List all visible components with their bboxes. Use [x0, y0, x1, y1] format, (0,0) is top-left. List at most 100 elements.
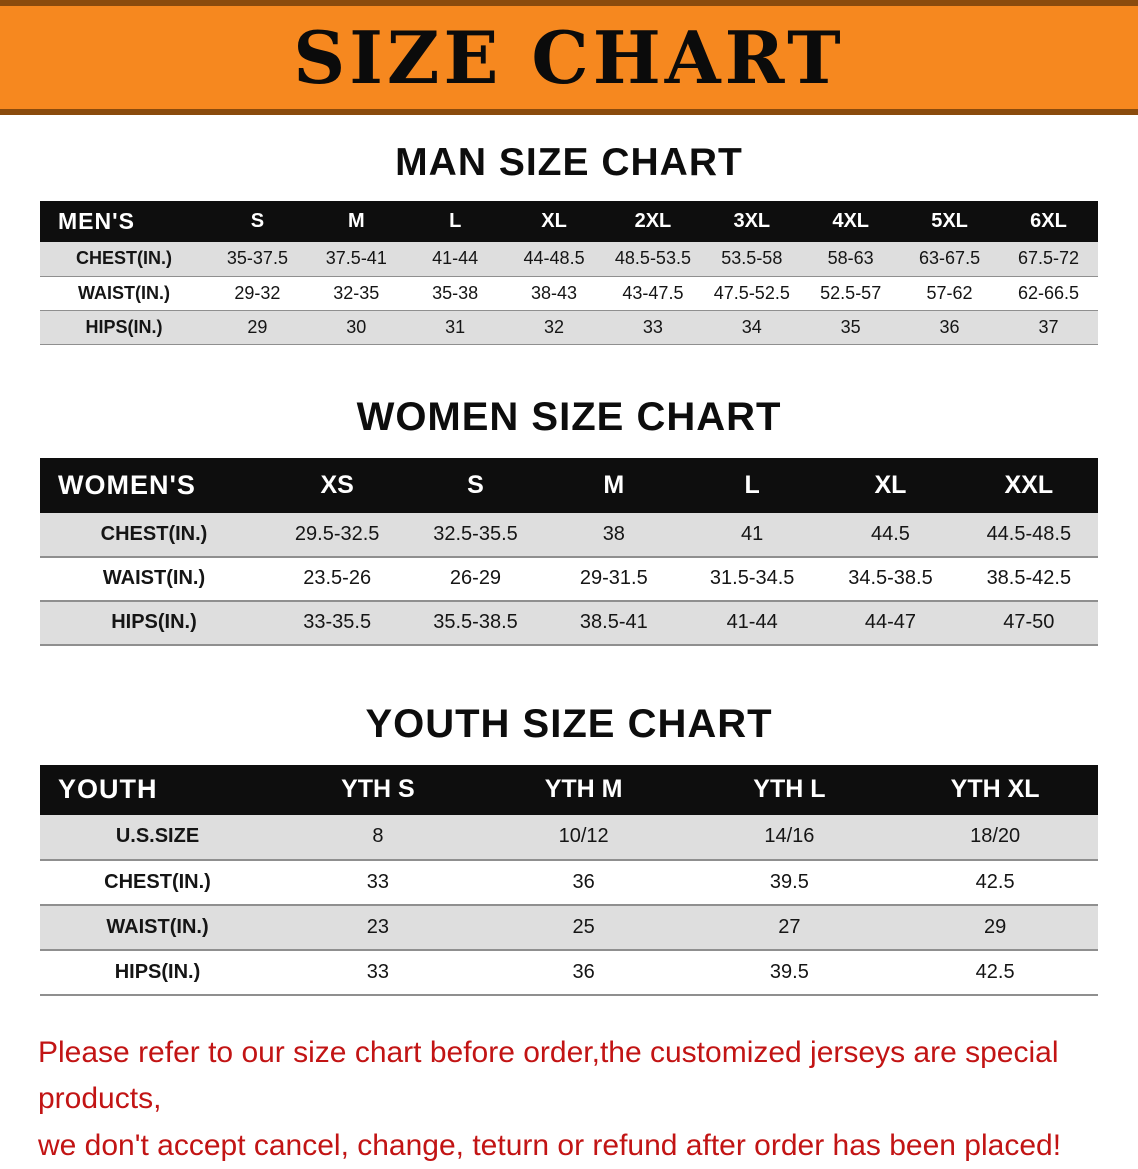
table-cell: 44-47 [821, 601, 959, 645]
row-label: CHEST(IN.) [40, 513, 268, 557]
table-cell: 31 [406, 310, 505, 344]
table-cell: 43-47.5 [604, 276, 703, 310]
banner: SIZE CHART [0, 0, 1138, 115]
table-cell: 31.5-34.5 [683, 557, 821, 601]
table-cell: 41-44 [406, 242, 505, 276]
column-header: L [406, 201, 505, 242]
youth-table-header-row: YOUTH YTH S YTH M YTH L YTH XL [40, 765, 1098, 815]
column-header: 4XL [801, 201, 900, 242]
table-cell: 32-35 [307, 276, 406, 310]
row-label: CHEST(IN.) [40, 860, 275, 905]
table-cell: 47-50 [960, 601, 1098, 645]
table-cell: 38.5-42.5 [960, 557, 1098, 601]
table-cell: 41-44 [683, 601, 821, 645]
column-header: XL [821, 458, 959, 513]
table-cell: 34.5-38.5 [821, 557, 959, 601]
column-header: 2XL [604, 201, 703, 242]
table-cell: 10/12 [481, 815, 687, 860]
table-row: CHEST(IN.) 35-37.5 37.5-41 41-44 44-48.5… [40, 242, 1098, 276]
table-row: WAIST(IN.) 23 25 27 29 [40, 905, 1098, 950]
table-cell: 39.5 [687, 860, 893, 905]
column-header: YTH S [275, 765, 481, 815]
table-cell: 44.5 [821, 513, 959, 557]
row-label: HIPS(IN.) [40, 310, 208, 344]
table-row: CHEST(IN.) 29.5-32.5 32.5-35.5 38 41 44.… [40, 513, 1098, 557]
table-cell: 36 [900, 310, 999, 344]
table-cell: 47.5-52.5 [702, 276, 801, 310]
column-header: YTH L [687, 765, 893, 815]
column-header: 3XL [702, 201, 801, 242]
table-cell: 36 [481, 860, 687, 905]
table-cell: 34 [702, 310, 801, 344]
table-title-cell: MEN'S [40, 201, 208, 242]
table-cell: 58-63 [801, 242, 900, 276]
youth-size-table: YOUTH YTH S YTH M YTH L YTH XL U.S.SIZE … [40, 765, 1098, 996]
row-label: U.S.SIZE [40, 815, 275, 860]
table-row: HIPS(IN.) 33-35.5 35.5-38.5 38.5-41 41-4… [40, 601, 1098, 645]
table-title-cell: WOMEN'S [40, 458, 268, 513]
men-table-header-row: MEN'S S M L XL 2XL 3XL 4XL 5XL 6XL [40, 201, 1098, 242]
table-cell: 37 [999, 310, 1098, 344]
row-label: HIPS(IN.) [40, 601, 268, 645]
table-cell: 32 [505, 310, 604, 344]
table-cell: 33 [275, 860, 481, 905]
row-label: WAIST(IN.) [40, 557, 268, 601]
column-header: S [406, 458, 544, 513]
men-size-table: MEN'S S M L XL 2XL 3XL 4XL 5XL 6XL CHEST… [40, 201, 1098, 345]
table-cell: 33 [275, 950, 481, 995]
man-size-section: MAN SIZE CHART MEN'S S M L XL 2XL 3XL 4X… [0, 141, 1138, 345]
table-cell: 48.5-53.5 [604, 242, 703, 276]
table-cell: 33 [604, 310, 703, 344]
table-cell: 30 [307, 310, 406, 344]
table-cell: 57-62 [900, 276, 999, 310]
table-cell: 35-37.5 [208, 242, 307, 276]
table-cell: 26-29 [406, 557, 544, 601]
table-cell: 35-38 [406, 276, 505, 310]
row-label: CHEST(IN.) [40, 242, 208, 276]
table-cell: 44.5-48.5 [960, 513, 1098, 557]
row-label: WAIST(IN.) [40, 905, 275, 950]
table-cell: 67.5-72 [999, 242, 1098, 276]
note-line-1: Please refer to our size chart before or… [38, 1030, 1100, 1123]
table-cell: 27 [687, 905, 893, 950]
table-cell: 35 [801, 310, 900, 344]
row-label: WAIST(IN.) [40, 276, 208, 310]
column-header: M [545, 458, 683, 513]
order-policy-note: Please refer to our size chart before or… [38, 1030, 1100, 1169]
table-cell: 38.5-41 [545, 601, 683, 645]
column-header: XS [268, 458, 406, 513]
table-cell: 63-67.5 [900, 242, 999, 276]
table-cell: 29 [892, 905, 1098, 950]
table-row: WAIST(IN.) 23.5-26 26-29 29-31.5 31.5-34… [40, 557, 1098, 601]
table-cell: 29-32 [208, 276, 307, 310]
table-cell: 23 [275, 905, 481, 950]
table-cell: 25 [481, 905, 687, 950]
table-cell: 32.5-35.5 [406, 513, 544, 557]
table-cell: 41 [683, 513, 821, 557]
table-cell: 53.5-58 [702, 242, 801, 276]
table-cell: 33-35.5 [268, 601, 406, 645]
table-cell: 42.5 [892, 860, 1098, 905]
table-cell: 8 [275, 815, 481, 860]
table-cell: 38 [545, 513, 683, 557]
table-row: HIPS(IN.) 33 36 39.5 42.5 [40, 950, 1098, 995]
table-cell: 37.5-41 [307, 242, 406, 276]
table-cell: 62-66.5 [999, 276, 1098, 310]
row-label: HIPS(IN.) [40, 950, 275, 995]
column-header: YTH M [481, 765, 687, 815]
table-cell: 52.5-57 [801, 276, 900, 310]
table-row: HIPS(IN.) 29 30 31 32 33 34 35 36 37 [40, 310, 1098, 344]
youth-size-heading: YOUTH SIZE CHART [0, 702, 1138, 747]
column-header: S [208, 201, 307, 242]
table-cell: 42.5 [892, 950, 1098, 995]
table-cell: 29.5-32.5 [268, 513, 406, 557]
note-line-2: we don't accept cancel, change, teturn o… [38, 1123, 1100, 1169]
table-row: U.S.SIZE 8 10/12 14/16 18/20 [40, 815, 1098, 860]
page-title: SIZE CHART [293, 22, 845, 94]
table-cell: 39.5 [687, 950, 893, 995]
table-cell: 14/16 [687, 815, 893, 860]
women-size-heading: WOMEN SIZE CHART [0, 395, 1138, 440]
table-row: WAIST(IN.) 29-32 32-35 35-38 38-43 43-47… [40, 276, 1098, 310]
table-title-cell: YOUTH [40, 765, 275, 815]
table-cell: 38-43 [505, 276, 604, 310]
